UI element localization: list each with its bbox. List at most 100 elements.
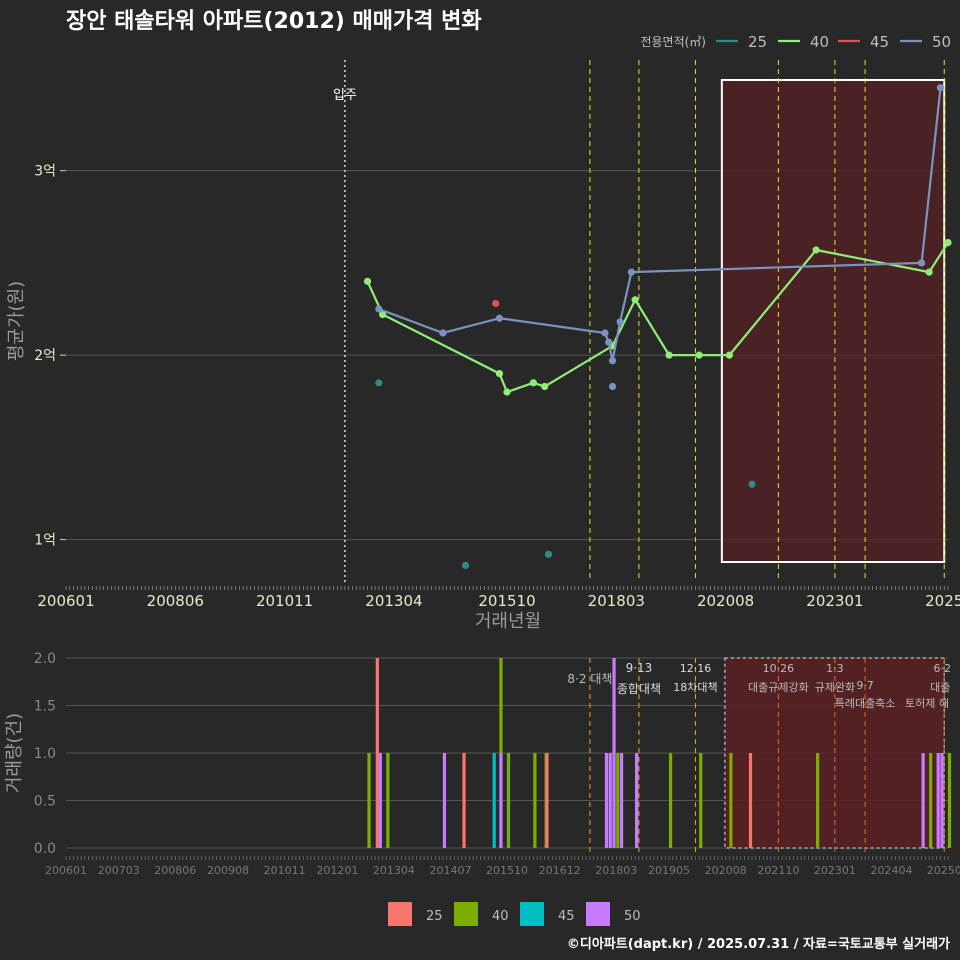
policy-label: 대출규제강화 — [748, 681, 809, 694]
policy-label: 대출 — [930, 681, 950, 694]
x-tick-label: 200601 — [45, 864, 87, 877]
x-tick-label: 201011 — [256, 592, 313, 610]
y-tick-label: 1.0 — [34, 746, 56, 762]
data-point-40 — [541, 382, 549, 391]
x-tick-label: 200806 — [154, 864, 196, 877]
data-point-40 — [363, 277, 372, 285]
policy-label: 6·2 — [933, 662, 951, 675]
legend-label-50: 50 — [624, 909, 641, 924]
volume-bar-40 — [929, 753, 933, 848]
data-point-50 — [495, 314, 504, 322]
policy-label: 9·7 — [856, 679, 874, 692]
x-tick-label: 2025 — [925, 592, 960, 610]
policy-label: 8·2 대책 — [567, 671, 612, 686]
x-tick-label: 201905 — [648, 864, 690, 877]
y-tick-label: 3억 — [34, 164, 56, 180]
data-point-50 — [936, 84, 945, 92]
y-tick-label: 0.5 — [34, 794, 56, 810]
volume-bar-50 — [499, 753, 503, 848]
y-tick-label: 2.0 — [34, 651, 56, 667]
x-tick-label: 202008 — [697, 592, 754, 610]
data-point-50-extra — [608, 382, 617, 391]
volume-bar-50 — [442, 753, 447, 848]
policy-label: 10·26 — [763, 662, 795, 675]
data-point-25 — [748, 480, 756, 488]
legend-label-25: 25 — [426, 909, 443, 924]
data-point-40 — [665, 351, 673, 359]
x-tick-label: 201304 — [365, 592, 422, 610]
policy-label: 종합대책 — [617, 681, 661, 696]
bottom-legend: 25 40 45 50 — [388, 902, 641, 926]
x-tick-label: 201803 — [595, 864, 637, 877]
volume-bar-50 — [608, 753, 612, 848]
x-axis-label: 거래년월 — [475, 611, 541, 632]
data-point-45 — [492, 299, 500, 308]
move-in-label: 입주 — [333, 88, 357, 103]
volume-bar-25 — [462, 753, 466, 848]
data-point-50 — [605, 338, 613, 346]
volume-bar-25 — [375, 658, 379, 848]
y-axis-label: 평균가(원) — [6, 281, 27, 361]
volume-bar-40 — [533, 753, 537, 848]
y-axis-label: 거래량(건) — [4, 713, 25, 793]
legend-label-40: 40 — [810, 33, 829, 51]
volume-bar-45 — [492, 753, 496, 848]
data-point-50 — [439, 329, 447, 337]
x-tick-label: 201407 — [429, 864, 471, 877]
x-tick-label: 201201 — [316, 864, 358, 877]
data-point-40 — [379, 310, 387, 319]
data-point-50 — [375, 305, 383, 313]
x-tick-label: 200703 — [98, 864, 140, 877]
legend-title: 전용면적(㎡) — [640, 35, 706, 49]
data-point-50 — [616, 318, 624, 326]
y-tick-label: 0.0 — [34, 841, 56, 857]
price-panel: 1억 2억 3억 입주 200601 200806 201011 201304 201510 20… — [6, 60, 960, 632]
data-point-50 — [627, 268, 635, 276]
x-tick-label: 200908 — [207, 864, 249, 877]
x-tick-label: 201803 — [588, 592, 645, 610]
policy-label: 1·3 — [826, 662, 844, 675]
legend-key-40 — [454, 902, 478, 926]
data-point-50 — [918, 259, 926, 267]
top-legend: 전용면적(㎡) 25 40 45 50 — [640, 33, 951, 51]
x-tick-label: 202301 — [814, 864, 856, 877]
x-tick-label: 200806 — [147, 592, 204, 610]
data-point-40 — [944, 239, 952, 247]
data-point-40 — [529, 379, 537, 387]
volume-bar-40 — [947, 753, 952, 848]
volume-bar-40 — [386, 753, 390, 848]
data-point-40 — [812, 246, 820, 254]
volume-bar-40 — [699, 753, 703, 848]
x-tick-label: 200601 — [37, 592, 94, 610]
volume-bar-50 — [940, 753, 944, 848]
series-line-50 — [378, 87, 942, 361]
legend-key-50 — [586, 902, 610, 926]
volume-panel: 0.0 0.5 1.0 1.5 2.0 8·2 대책 9·13 종합대책 12·16 18차대책 1… — [4, 651, 960, 877]
volume-bar-50 — [378, 753, 382, 848]
x-tick-label: 201510 — [478, 592, 535, 610]
volume-bar-40 — [815, 753, 820, 848]
volume-bar-50 — [619, 753, 624, 848]
y-tick-label: 2억 — [34, 348, 56, 364]
policy-label: 18차대책 — [673, 681, 717, 694]
data-point-25 — [375, 379, 383, 387]
policy-label: 토허제 해 — [905, 696, 949, 710]
volume-bar-50 — [604, 753, 609, 848]
volume-bar-40 — [367, 753, 371, 848]
chart-title: 장안 태솔타워 아파트(2012) 매매가격 변화 — [66, 9, 482, 34]
data-point-40 — [631, 296, 639, 304]
data-point-40 — [725, 351, 733, 359]
x-tick-label: 202301 — [806, 592, 863, 610]
x-tick-label: 201011 — [264, 864, 306, 877]
data-point-25 — [461, 561, 470, 569]
policy-label: 9·13 — [626, 661, 653, 675]
data-point-40 — [503, 388, 511, 396]
x-tick-label: 202110 — [757, 864, 799, 877]
volume-bar-50 — [635, 753, 639, 848]
volume-bar-25 — [748, 753, 753, 848]
legend-label-25: 25 — [748, 33, 767, 51]
legend-key-25 — [388, 902, 412, 926]
footer-credit: ©디아파트(dapt.kr) / 2025.07.31 / 자료=국토교통부 실… — [567, 936, 950, 952]
volume-bar-50 — [921, 753, 925, 848]
